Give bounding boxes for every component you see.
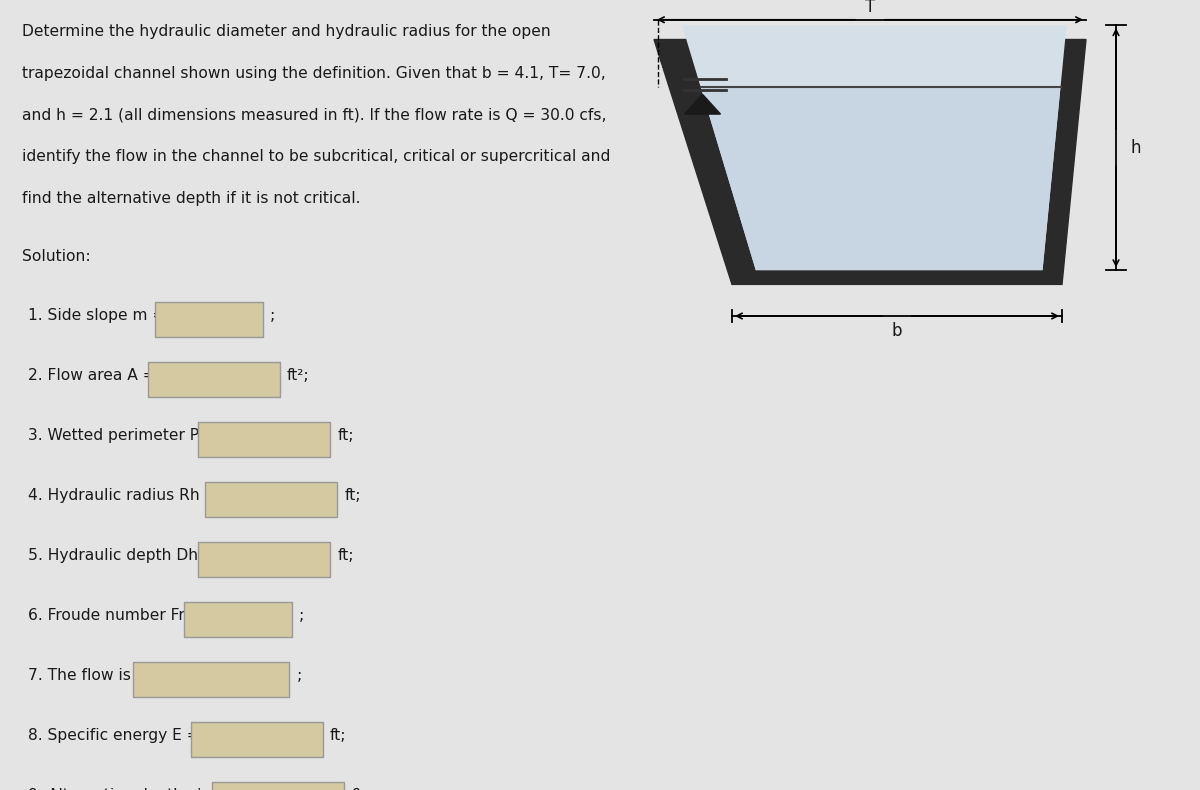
FancyBboxPatch shape (148, 362, 280, 397)
Text: ft;: ft; (337, 428, 354, 443)
Text: b: b (892, 322, 902, 340)
Text: ;: ; (270, 308, 275, 323)
Text: identify the flow in the channel to be subcritical, critical or supercritical an: identify the flow in the channel to be s… (22, 149, 610, 164)
Polygon shape (654, 40, 1086, 284)
Text: I: I (230, 614, 234, 629)
Text: ft;: ft; (352, 788, 368, 790)
Text: 4. Hydraulic radius Rh =: 4. Hydraulic radius Rh = (28, 488, 217, 503)
Text: find the alternative depth if it is not critical.: find the alternative depth if it is not … (22, 191, 360, 206)
Text: ft²;: ft²; (287, 368, 310, 383)
Text: Solution:: Solution: (22, 249, 90, 264)
FancyBboxPatch shape (155, 302, 263, 337)
Polygon shape (701, 86, 1061, 270)
Text: 9. Alternative depth y' =: 9. Alternative depth y' = (28, 788, 218, 790)
Text: h: h (1130, 139, 1141, 156)
FancyBboxPatch shape (198, 422, 330, 457)
Text: 2. Flow area A =: 2. Flow area A = (28, 368, 155, 383)
Text: s: s (1032, 109, 1040, 123)
Text: T: T (865, 0, 875, 16)
FancyBboxPatch shape (198, 542, 330, 577)
Text: 7. The flow is: 7. The flow is (28, 668, 131, 683)
Polygon shape (684, 94, 720, 114)
Text: 5. Hydraulic depth Dh =: 5. Hydraulic depth Dh = (28, 548, 216, 563)
FancyBboxPatch shape (212, 782, 344, 790)
Polygon shape (682, 25, 1067, 270)
Text: ;: ; (299, 608, 304, 623)
Text: 3. Wetted perimeter Pw=: 3. Wetted perimeter Pw= (28, 428, 224, 443)
Text: ft;: ft; (337, 548, 354, 563)
Text: and h = 2.1 (all dimensions measured in ft). If the flow rate is Q = 30.0 cfs,: and h = 2.1 (all dimensions measured in … (22, 107, 606, 122)
Text: ft;: ft; (344, 488, 361, 503)
FancyBboxPatch shape (205, 482, 337, 517)
Text: ft;: ft; (330, 728, 347, 743)
Text: 6. Froude number Fr =: 6. Froude number Fr = (28, 608, 203, 623)
Text: ;: ; (296, 668, 301, 683)
Text: trapezoidal channel shown using the definition. Given that b = 4.1, T= 7.0,: trapezoidal channel shown using the defi… (22, 66, 605, 81)
Text: 1. Side slope m =: 1. Side slope m = (28, 308, 164, 323)
FancyBboxPatch shape (184, 602, 292, 637)
Text: 8. Specific energy E =: 8. Specific energy E = (28, 728, 199, 743)
Text: Determine the hydraulic diameter and hydraulic radius for the open: Determine the hydraulic diameter and hyd… (22, 24, 551, 39)
FancyBboxPatch shape (191, 722, 323, 757)
FancyBboxPatch shape (133, 662, 289, 697)
